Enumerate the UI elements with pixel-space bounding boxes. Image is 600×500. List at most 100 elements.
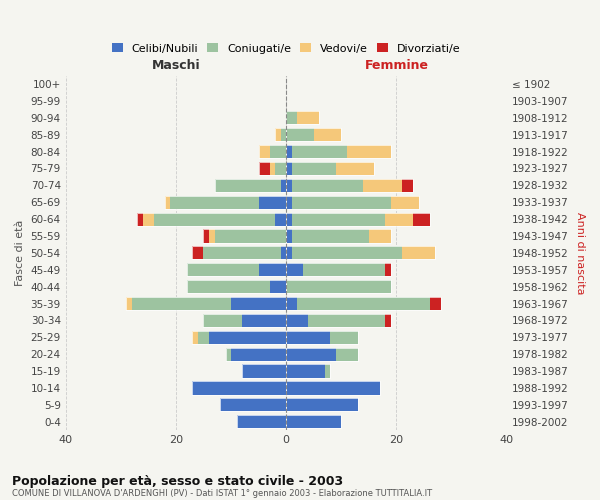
Bar (203, 314, 286, 327)
Bar (226, 348, 231, 361)
Bar (275, 212, 286, 226)
Bar (231, 348, 286, 361)
Bar (259, 196, 286, 209)
Bar (286, 263, 391, 276)
Bar (286, 179, 292, 192)
Bar (286, 280, 391, 293)
Bar (127, 297, 132, 310)
Bar (314, 128, 341, 141)
Bar (242, 364, 286, 378)
Bar (203, 246, 281, 260)
Bar (286, 212, 292, 226)
Bar (220, 398, 286, 411)
Bar (286, 112, 297, 124)
Bar (292, 230, 369, 242)
Bar (275, 162, 286, 175)
Bar (286, 145, 292, 158)
Bar (286, 348, 358, 361)
Bar (259, 263, 286, 276)
Bar (286, 212, 430, 226)
Bar (297, 112, 319, 124)
Bar (385, 263, 391, 276)
Bar (137, 212, 143, 226)
Bar (170, 196, 259, 209)
Bar (209, 330, 286, 344)
Bar (391, 196, 419, 209)
Bar (203, 230, 286, 242)
Bar (286, 196, 419, 209)
Bar (226, 348, 286, 361)
Bar (275, 128, 281, 141)
Bar (286, 230, 391, 242)
Bar (193, 330, 286, 344)
Bar (281, 128, 286, 141)
Bar (286, 179, 413, 192)
Bar (286, 382, 380, 394)
Bar (347, 145, 391, 158)
Bar (132, 297, 231, 310)
Bar (269, 145, 286, 158)
Bar (286, 415, 341, 428)
Bar (385, 212, 413, 226)
Bar (385, 314, 391, 327)
Bar (286, 330, 331, 344)
Bar (154, 212, 275, 226)
Bar (286, 330, 358, 344)
Bar (286, 280, 391, 293)
Bar (215, 179, 286, 192)
Bar (292, 145, 347, 158)
Bar (242, 364, 286, 378)
Bar (286, 382, 380, 394)
Bar (198, 330, 209, 344)
Bar (281, 179, 286, 192)
Bar (303, 263, 385, 276)
Bar (286, 297, 440, 310)
Bar (193, 330, 198, 344)
Bar (430, 297, 440, 310)
Bar (331, 330, 358, 344)
Bar (127, 297, 286, 310)
Bar (236, 415, 286, 428)
Bar (209, 230, 215, 242)
Bar (297, 297, 430, 310)
Bar (286, 196, 292, 209)
Bar (292, 246, 402, 260)
Bar (242, 314, 286, 327)
Bar (275, 128, 286, 141)
Bar (336, 348, 358, 361)
Bar (325, 364, 331, 378)
Bar (259, 162, 286, 175)
Bar (286, 314, 308, 327)
Bar (259, 162, 269, 175)
Bar (193, 382, 286, 394)
Bar (269, 162, 275, 175)
Bar (286, 145, 391, 158)
Bar (286, 364, 331, 378)
Bar (286, 348, 336, 361)
Bar (203, 230, 209, 242)
Bar (286, 128, 341, 141)
Bar (143, 212, 154, 226)
Bar (286, 246, 292, 260)
Bar (286, 415, 341, 428)
Bar (165, 196, 286, 209)
Legend: Celibi/Nubili, Coniugati/e, Vedovi/e, Divorziati/e: Celibi/Nubili, Coniugati/e, Vedovi/e, Di… (107, 38, 465, 58)
Bar (236, 415, 286, 428)
Bar (220, 398, 286, 411)
Bar (286, 314, 391, 327)
Bar (203, 314, 242, 327)
Bar (286, 398, 358, 411)
Bar (281, 246, 286, 260)
Bar (286, 398, 358, 411)
Bar (193, 382, 286, 394)
Y-axis label: Fasce di età: Fasce di età (15, 220, 25, 286)
Bar (402, 246, 435, 260)
Bar (165, 196, 170, 209)
Bar (286, 364, 325, 378)
Bar (292, 162, 336, 175)
Bar (336, 162, 374, 175)
Text: COMUNE DI VILLANOVA D'ARDENGHI (PV) - Dati ISTAT 1° gennaio 2003 - Elaborazione : COMUNE DI VILLANOVA D'ARDENGHI (PV) - Da… (12, 489, 432, 498)
Bar (187, 280, 286, 293)
Bar (286, 230, 292, 242)
Bar (292, 196, 391, 209)
